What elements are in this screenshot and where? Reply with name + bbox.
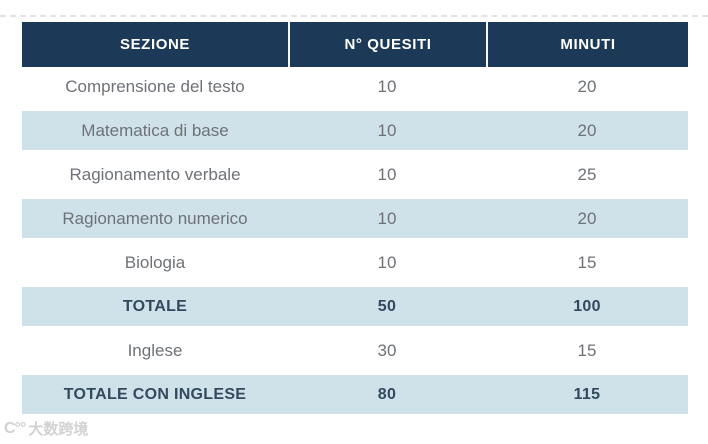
cell-sezione: Inglese bbox=[127, 340, 183, 360]
cell-minuti: 20 bbox=[577, 120, 597, 140]
table-row: Inglese 30 15 bbox=[22, 331, 688, 370]
cell-quesiti: 50 bbox=[377, 297, 397, 315]
table-header-row: SEZIONE N° QUESITI MINUTI bbox=[22, 22, 688, 67]
cell-quesiti: 10 bbox=[377, 120, 397, 140]
page-top-divider bbox=[0, 15, 708, 17]
watermark-logo-icon: C°° bbox=[4, 419, 26, 437]
table-row: Comprensione del testo 10 20 bbox=[22, 67, 688, 106]
cell-sezione: TOTALE CON INGLESE bbox=[63, 385, 247, 403]
table-row-totale: TOTALE 50 100 bbox=[22, 287, 688, 326]
cell-minuti: 20 bbox=[577, 76, 597, 96]
watermark-text: 大数跨境 bbox=[28, 421, 89, 438]
cell-sezione: Comprensione del testo bbox=[65, 76, 245, 96]
table-row: Biologia 10 15 bbox=[22, 243, 688, 282]
column-header-sezione: SEZIONE bbox=[119, 36, 191, 53]
column-header-quesiti: N° QUESITI bbox=[288, 22, 486, 67]
table-row-totale-con-inglese: TOTALE CON INGLESE 80 115 bbox=[22, 375, 688, 414]
cell-minuti: 115 bbox=[573, 385, 601, 403]
cell-sezione: TOTALE bbox=[122, 297, 188, 315]
cell-minuti: 20 bbox=[577, 208, 597, 228]
cell-quesiti: 10 bbox=[377, 76, 397, 96]
cell-quesiti: 10 bbox=[377, 164, 397, 184]
cell-sezione: Biologia bbox=[124, 252, 186, 272]
watermark: C°° 大数跨境 bbox=[4, 418, 88, 439]
cell-minuti: 100 bbox=[573, 297, 601, 315]
table-row: Ragionamento verbale 10 25 bbox=[22, 155, 688, 194]
column-header-minuti: MINUTI bbox=[486, 22, 688, 67]
cell-sezione: Ragionamento numerico bbox=[62, 208, 248, 228]
cell-quesiti: 80 bbox=[377, 385, 397, 403]
cell-sezione: Ragionamento verbale bbox=[69, 164, 241, 184]
cell-minuti: 15 bbox=[577, 340, 597, 360]
exam-sections-table: SEZIONE N° QUESITI MINUTI Comprensione d… bbox=[22, 22, 688, 419]
cell-quesiti: 10 bbox=[377, 208, 397, 228]
cell-sezione: Matematica di base bbox=[81, 120, 229, 140]
cell-minuti: 25 bbox=[577, 164, 597, 184]
table-row: Ragionamento numerico 10 20 bbox=[22, 199, 688, 238]
cell-quesiti: 30 bbox=[377, 340, 397, 360]
table-row: Matematica di base 10 20 bbox=[22, 111, 688, 150]
cell-quesiti: 10 bbox=[377, 252, 397, 272]
cell-minuti: 15 bbox=[577, 252, 597, 272]
